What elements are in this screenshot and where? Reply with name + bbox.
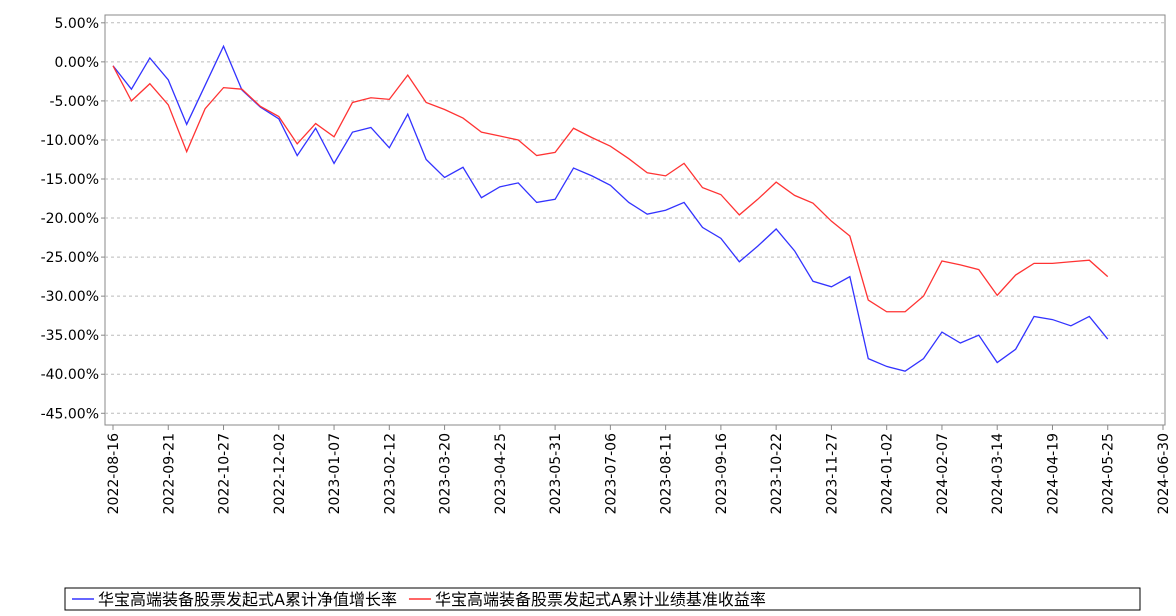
- y-tick-label: -10.00%: [41, 133, 99, 149]
- series-line: [112, 44, 1109, 372]
- y-tick-label: -20.00%: [41, 211, 99, 227]
- x-tick-label: 2022-12-02: [272, 433, 288, 514]
- x-tick-label: 2023-07-06: [603, 433, 619, 514]
- x-tick-label: 2023-03-20: [438, 433, 454, 514]
- legend-label: 华宝高端装备股票发起式A累计净值增长率: [98, 590, 397, 609]
- y-tick-label: -15.00%: [41, 172, 99, 188]
- y-tick-label: -40.00%: [41, 367, 99, 383]
- y-tick-label: 0.00%: [55, 55, 99, 71]
- y-tick-label: -30.00%: [41, 289, 99, 305]
- x-tick-label: 2024-06-30: [1156, 433, 1172, 514]
- y-tick-label: -5.00%: [49, 94, 99, 110]
- y-tick-label: 5.00%: [55, 16, 99, 32]
- x-tick-label: 2023-10-22: [769, 433, 785, 514]
- x-tick-label: 2023-02-12: [382, 433, 398, 514]
- x-tick-label: 2022-09-21: [161, 433, 177, 514]
- legend-label: 华宝高端装备股票发起式A累计业绩基准收益率: [435, 590, 766, 609]
- x-tick-label: 2023-08-11: [659, 433, 675, 514]
- x-tick-label: 2024-01-02: [880, 433, 896, 514]
- x-tick-label: 2023-05-31: [548, 433, 564, 514]
- plot-frame: [104, 14, 1166, 426]
- y-tick-label: -45.00%: [41, 406, 99, 422]
- x-tick-label: 2024-02-07: [935, 433, 951, 514]
- series-line: [112, 65, 1109, 313]
- x-tick-label: 2023-11-27: [824, 433, 840, 514]
- x-tick-label: 2022-08-16: [106, 433, 122, 514]
- x-tick-label: 2023-04-25: [493, 433, 509, 514]
- y-tick-label: -35.00%: [41, 328, 99, 344]
- legend-box: [64, 587, 1141, 611]
- x-tick-label: 2023-09-16: [714, 433, 730, 514]
- x-tick-label: 2022-10-27: [217, 433, 233, 514]
- x-tick-label: 2023-01-07: [327, 433, 343, 514]
- x-tick-label: 2024-04-19: [1045, 433, 1061, 514]
- x-tick-label: 2024-05-25: [1101, 433, 1117, 514]
- y-tick-label: -25.00%: [41, 250, 99, 266]
- x-tick-label: 2024-03-14: [990, 433, 1006, 514]
